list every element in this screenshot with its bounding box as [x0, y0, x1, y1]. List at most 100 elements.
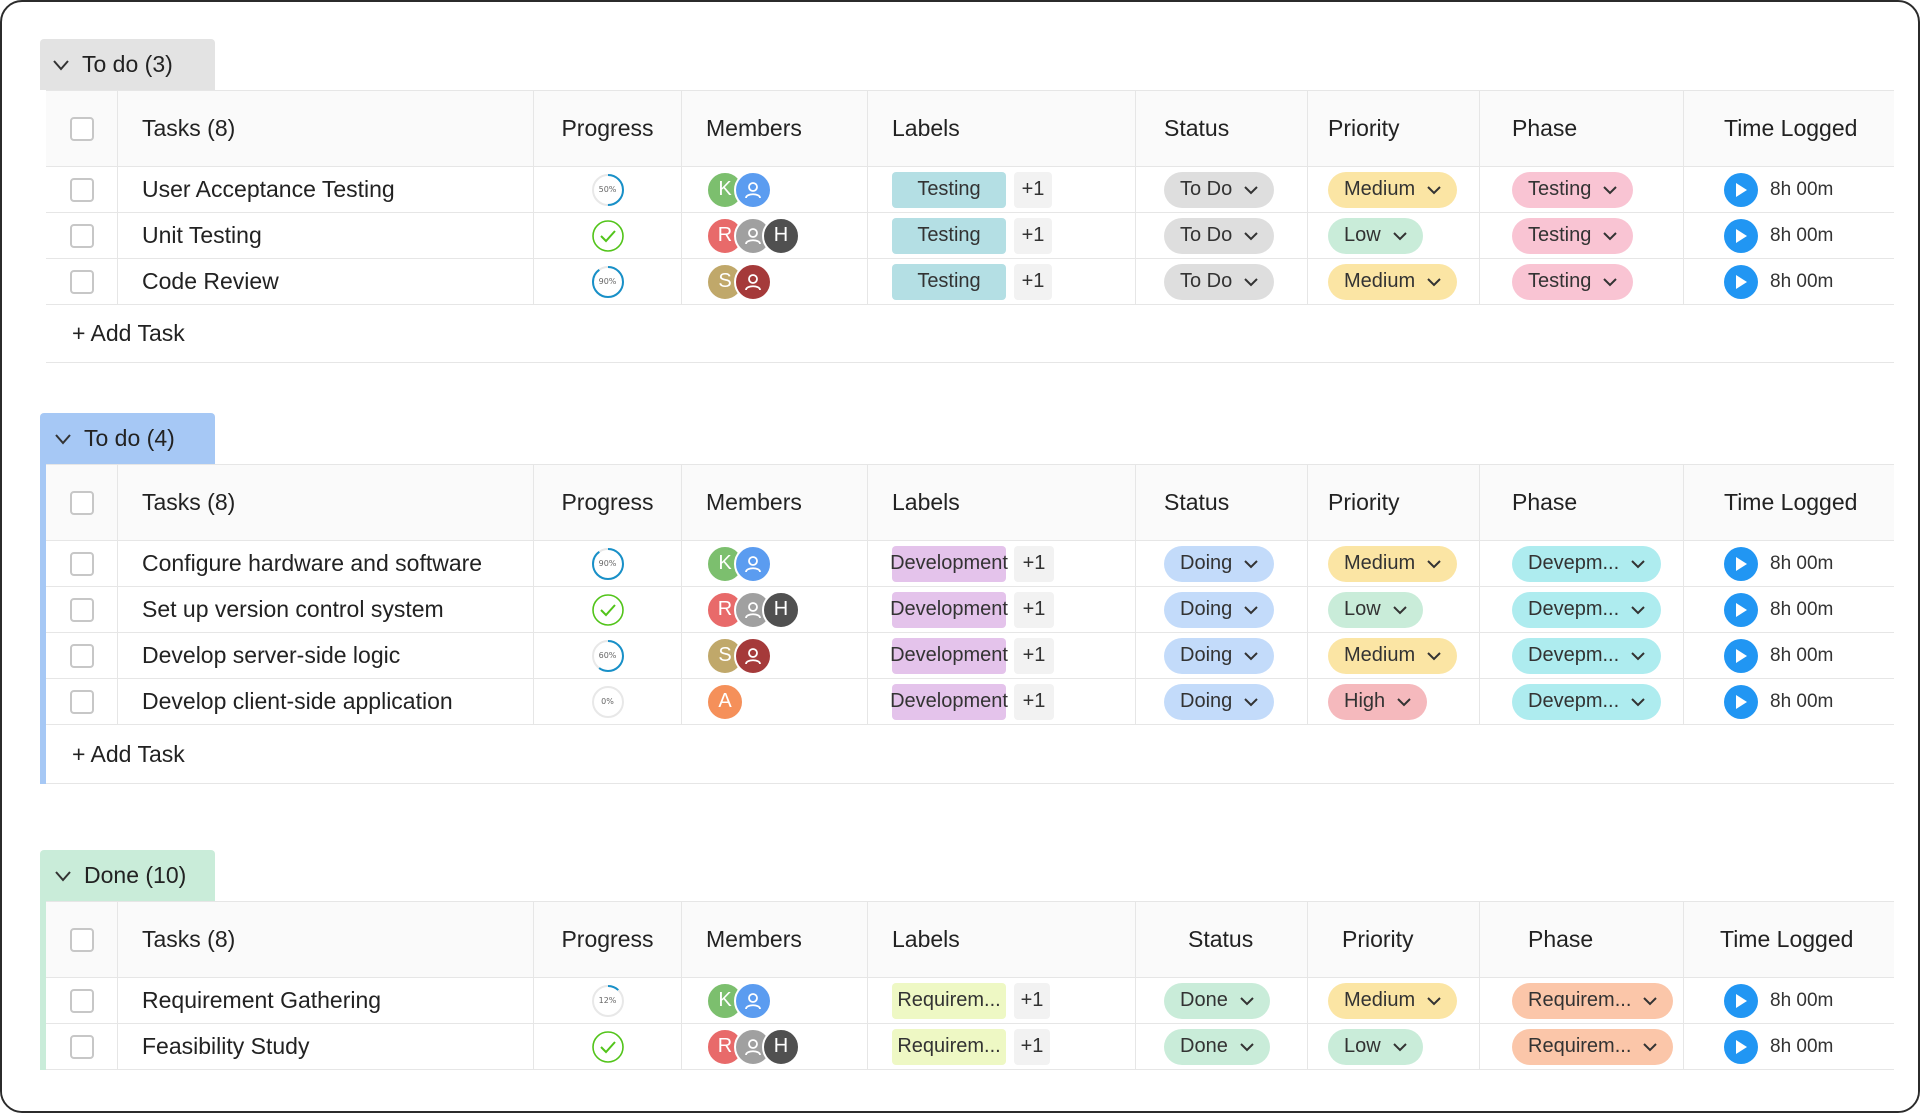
play-timer-icon[interactable] — [1724, 638, 1758, 673]
label-chip[interactable]: Development — [890, 591, 1008, 628]
member-avatar[interactable]: H — [762, 1027, 800, 1066]
phase-dropdown[interactable]: Testing — [1512, 217, 1634, 254]
member-avatars[interactable]: S — [706, 636, 772, 675]
row-checkbox[interactable] — [69, 551, 94, 576]
label-chip[interactable]: Requirem... — [892, 982, 1006, 1019]
group-header[interactable]: To do (3) — [40, 39, 215, 90]
label-chip[interactable]: Requirem... — [892, 1028, 1006, 1065]
task-name[interactable]: Requirement Gathering — [118, 978, 534, 1023]
members-cell[interactable]: K — [682, 978, 868, 1023]
more-labels-chip[interactable]: +1 — [1014, 217, 1052, 254]
status-dropdown[interactable]: Doing — [1164, 591, 1275, 628]
select-all-checkbox[interactable] — [69, 927, 94, 952]
members-cell[interactable]: A — [682, 679, 868, 724]
select-all-checkbox[interactable] — [69, 116, 94, 141]
add-task-button[interactable]: + Add Task — [46, 305, 1894, 363]
select-all-checkbox[interactable] — [69, 490, 94, 515]
member-avatars[interactable]: K — [706, 981, 772, 1020]
more-labels-chip[interactable]: +1 — [1014, 171, 1052, 208]
group-header[interactable]: Done (10) — [40, 850, 215, 901]
row-checkbox[interactable] — [69, 177, 94, 202]
members-cell[interactable]: S — [682, 633, 868, 678]
priority-dropdown[interactable]: Low — [1328, 591, 1423, 628]
phase-dropdown[interactable]: Testing — [1512, 171, 1634, 208]
play-timer-icon[interactable] — [1724, 172, 1758, 207]
row-checkbox[interactable] — [69, 269, 94, 294]
play-timer-icon[interactable] — [1724, 592, 1758, 627]
table-row[interactable]: Develop server-side logic 60% S Development… — [46, 633, 1894, 679]
priority-dropdown[interactable]: Medium — [1328, 545, 1458, 582]
table-row[interactable]: Requirement Gathering 12% K Requirem... +1 Do… — [46, 978, 1894, 1024]
label-chip[interactable]: Testing — [892, 263, 1006, 300]
task-name[interactable]: Unit Testing — [118, 213, 534, 258]
phase-dropdown[interactable]: Testing — [1512, 263, 1634, 300]
phase-dropdown[interactable]: Devepm... — [1512, 545, 1662, 582]
play-timer-icon[interactable] — [1724, 546, 1758, 581]
members-cell[interactable]: S — [682, 259, 868, 304]
task-name[interactable]: Develop server-side logic — [118, 633, 534, 678]
priority-dropdown[interactable]: Medium — [1328, 637, 1458, 674]
members-cell[interactable]: K — [682, 541, 868, 586]
task-name[interactable]: Code Review — [118, 259, 534, 304]
table-row[interactable]: User Acceptance Testing 50% K Testing +1 To D… — [46, 167, 1894, 213]
more-labels-chip[interactable]: +1 — [1014, 683, 1054, 720]
row-checkbox[interactable] — [69, 223, 94, 248]
user-icon[interactable] — [734, 544, 772, 583]
task-name[interactable]: Develop client-side application — [118, 679, 534, 724]
more-labels-chip[interactable]: +1 — [1014, 1028, 1050, 1065]
add-task-button[interactable]: + Add Task — [46, 725, 1894, 784]
label-chip[interactable]: Development — [890, 545, 1008, 582]
priority-dropdown[interactable]: High — [1328, 683, 1428, 720]
row-checkbox[interactable] — [69, 988, 94, 1013]
row-checkbox[interactable] — [69, 689, 94, 714]
row-checkbox[interactable] — [69, 597, 94, 622]
status-dropdown[interactable]: To Do — [1164, 263, 1275, 300]
task-name[interactable]: Configure hardware and software — [118, 541, 534, 586]
priority-dropdown[interactable]: Low — [1328, 1028, 1423, 1065]
member-avatar[interactable]: H — [762, 590, 800, 629]
priority-dropdown[interactable]: Low — [1328, 217, 1423, 254]
user-icon[interactable] — [734, 981, 772, 1020]
task-name[interactable]: Feasibility Study — [118, 1024, 534, 1069]
phase-dropdown[interactable]: Devepm... — [1512, 683, 1662, 720]
status-dropdown[interactable]: Doing — [1164, 637, 1275, 674]
status-dropdown[interactable]: Doing — [1164, 545, 1275, 582]
status-dropdown[interactable]: Done — [1164, 1028, 1270, 1065]
label-chip[interactable]: Testing — [892, 217, 1006, 254]
priority-dropdown[interactable]: Medium — [1328, 982, 1458, 1019]
table-row[interactable]: Configure hardware and software 90% K Devel… — [46, 541, 1894, 587]
play-timer-icon[interactable] — [1724, 983, 1758, 1018]
member-avatars[interactable]: K — [706, 170, 772, 209]
row-checkbox[interactable] — [69, 1034, 94, 1059]
member-avatars[interactable]: K — [706, 544, 772, 583]
label-chip[interactable]: Development — [890, 683, 1008, 720]
phase-dropdown[interactable]: Devepm... — [1512, 591, 1662, 628]
table-row[interactable]: Set up version control system R H Developme… — [46, 587, 1894, 633]
status-dropdown[interactable]: Done — [1164, 982, 1270, 1019]
table-row[interactable]: Develop client-side application 0% A Develo… — [46, 679, 1894, 725]
member-avatars[interactable]: A — [706, 682, 744, 721]
user-icon[interactable] — [734, 170, 772, 209]
table-row[interactable]: Unit Testing R H Testing +1 To Do Low Testing 8h… — [46, 213, 1894, 259]
play-timer-icon[interactable] — [1724, 218, 1758, 253]
member-avatars[interactable]: S — [706, 262, 772, 301]
user-icon[interactable] — [734, 262, 772, 301]
members-cell[interactable]: K — [682, 167, 868, 212]
task-name[interactable]: User Acceptance Testing — [118, 167, 534, 212]
label-chip[interactable]: Testing — [892, 171, 1006, 208]
task-name[interactable]: Set up version control system — [118, 587, 534, 632]
status-dropdown[interactable]: To Do — [1164, 217, 1275, 254]
phase-dropdown[interactable]: Devepm... — [1512, 637, 1662, 674]
play-timer-icon[interactable] — [1724, 684, 1758, 719]
table-row[interactable]: Feasibility Study R H Requirem... +1 Done Low R… — [46, 1024, 1894, 1070]
group-header[interactable]: To do (4) — [40, 413, 215, 464]
table-row[interactable]: Code Review 90% S Testing +1 To Do Medium Testi… — [46, 259, 1894, 305]
priority-dropdown[interactable]: Medium — [1328, 171, 1458, 208]
phase-dropdown[interactable]: Requirem... — [1512, 1028, 1674, 1065]
phase-dropdown[interactable]: Requirem... — [1512, 982, 1674, 1019]
status-dropdown[interactable]: Doing — [1164, 683, 1275, 720]
more-labels-chip[interactable]: +1 — [1014, 637, 1054, 674]
row-checkbox[interactable] — [69, 643, 94, 668]
